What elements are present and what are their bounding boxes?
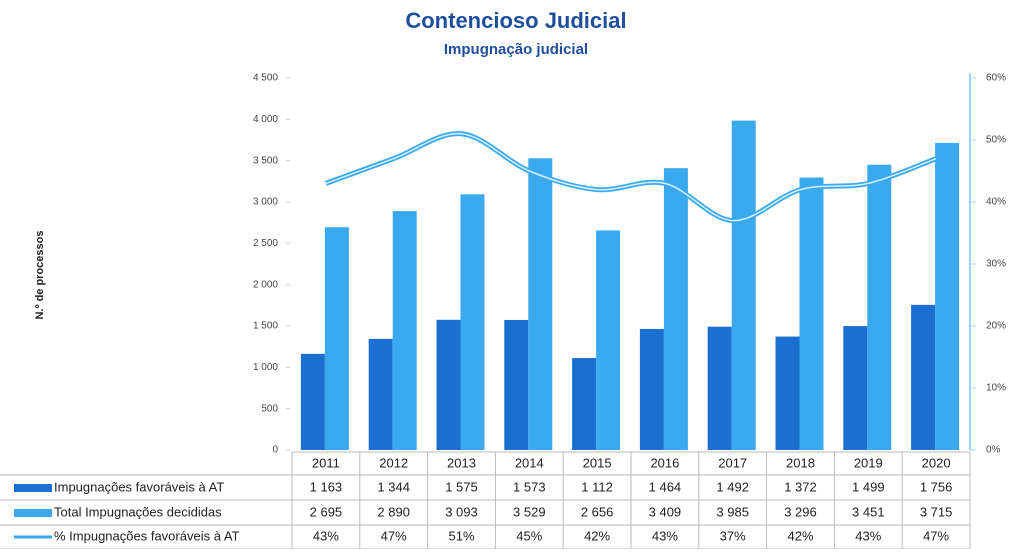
- table-value: 3 529: [513, 504, 546, 519]
- bar: [300, 353, 325, 450]
- x-tick-label: 2020: [922, 455, 951, 470]
- y2-tick-label: 10%: [986, 383, 1006, 394]
- y-axis-label: N.º de processos: [34, 231, 46, 320]
- table-value: 3 093: [445, 504, 478, 519]
- bar: [935, 142, 960, 451]
- table-value: 1 112: [581, 479, 613, 494]
- bar: [436, 319, 461, 450]
- table-value: 3 715: [920, 504, 953, 519]
- y2-tick-label: 0%: [986, 445, 1001, 456]
- table-value: 1 372: [784, 479, 817, 494]
- table-value: 43%: [313, 528, 339, 543]
- bar: [596, 230, 621, 450]
- x-tick-label: 2012: [379, 455, 408, 470]
- x-tick-label: 2015: [583, 455, 612, 470]
- y-tick-label: 3 500: [253, 155, 278, 166]
- table-value: 42%: [787, 528, 813, 543]
- x-tick-label: 2019: [854, 455, 883, 470]
- y-tick-label: 2 500: [253, 238, 278, 249]
- table-value: 42%: [584, 528, 610, 543]
- legend-label: % Impugnações favoráveis à AT: [54, 528, 240, 543]
- x-tick-label: 2017: [718, 455, 747, 470]
- bar: [799, 177, 824, 450]
- bar: [392, 211, 417, 450]
- legend-label: Total Impugnações decididas: [54, 504, 222, 519]
- table-value: 43%: [855, 528, 881, 543]
- bar: [368, 338, 393, 450]
- y-tick-label: 500: [261, 403, 278, 414]
- table-value: 47%: [923, 528, 949, 543]
- table-value: 1 499: [852, 479, 885, 494]
- y-tick-label: 1 500: [253, 321, 278, 332]
- y-tick-label: 3 000: [253, 197, 278, 208]
- y-tick-label: 1 000: [253, 362, 278, 373]
- bar: [867, 164, 892, 450]
- bar: [911, 304, 936, 450]
- x-tick-label: 2011: [312, 455, 340, 470]
- y2-tick-label: 60%: [986, 73, 1006, 84]
- bar: [663, 168, 688, 450]
- table-value: 51%: [448, 528, 474, 543]
- y2-tick-label: 20%: [986, 321, 1006, 332]
- x-tick-label: 2016: [650, 455, 679, 470]
- table-value: 3 985: [716, 504, 749, 519]
- bar: [460, 194, 485, 450]
- table-value: 1 756: [920, 479, 953, 494]
- x-tick-label: 2014: [515, 455, 544, 470]
- bar: [528, 158, 553, 450]
- x-tick-label: 2013: [447, 455, 476, 470]
- table-value: 47%: [381, 528, 407, 543]
- legend-swatch: [14, 509, 52, 517]
- table-value: 2 890: [377, 504, 410, 519]
- y2-tick-label: 40%: [986, 197, 1006, 208]
- chart-subtitle: Impugnação judicial: [444, 41, 588, 58]
- y-tick-label: 0: [272, 445, 278, 456]
- table-value: 2 695: [310, 504, 343, 519]
- table-value: 1 492: [716, 479, 749, 494]
- bar: [504, 319, 529, 450]
- bar: [639, 328, 664, 450]
- y-tick-label: 4 000: [253, 114, 278, 125]
- x-tick-label: 2018: [786, 455, 815, 470]
- table-value: 1 163: [310, 479, 343, 494]
- y-tick-label: 2 000: [253, 279, 278, 290]
- table-value: 45%: [516, 528, 542, 543]
- bar: [324, 227, 349, 450]
- table-value: 37%: [720, 528, 746, 543]
- table-value: 1 344: [377, 479, 410, 494]
- legend-swatch: [14, 484, 52, 492]
- y-tick-label: 4 500: [253, 73, 278, 84]
- line-highlight: [325, 133, 937, 222]
- table-value: 2 656: [581, 504, 614, 519]
- table-value: 1 464: [649, 479, 682, 494]
- legend-label: Impugnações favoráveis à AT: [54, 479, 224, 494]
- bar: [843, 326, 868, 450]
- bar: [731, 120, 756, 450]
- table-value: 1 575: [445, 479, 478, 494]
- y2-tick-label: 50%: [986, 135, 1006, 146]
- table-value: 1 573: [513, 479, 546, 494]
- table-value: 3 451: [852, 504, 885, 519]
- table-value: 3 409: [649, 504, 682, 519]
- bar: [572, 358, 597, 450]
- bar: [707, 326, 732, 450]
- chart-title: Contencioso Judicial: [405, 8, 626, 33]
- bar: [775, 336, 800, 450]
- table-value: 3 296: [784, 504, 817, 519]
- table-value: 43%: [652, 528, 678, 543]
- y2-tick-label: 30%: [986, 259, 1006, 270]
